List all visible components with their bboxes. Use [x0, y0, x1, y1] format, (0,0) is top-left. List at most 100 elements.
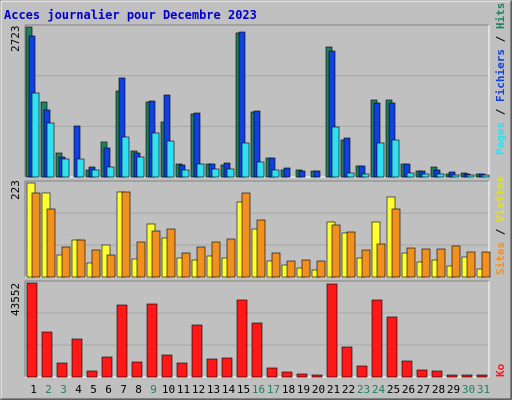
day-label: 13	[207, 383, 220, 396]
pages-bar	[376, 142, 385, 178]
kbytes-bar	[146, 303, 158, 378]
pages-bar	[76, 158, 85, 178]
pages-bar	[31, 92, 40, 178]
day-label: 9	[150, 383, 157, 396]
pages-bar	[226, 168, 235, 178]
kbytes-bar	[86, 370, 98, 378]
kbytes-bar	[356, 365, 368, 378]
day-label: 21	[327, 383, 340, 396]
pages-bar	[151, 132, 160, 178]
day-label: 7	[120, 383, 127, 396]
sites-bar	[301, 259, 311, 278]
sites-bar	[226, 238, 236, 278]
kbytes-bar	[341, 346, 353, 378]
pages-bar	[136, 156, 145, 178]
pages-bar	[466, 174, 475, 178]
sites-bar	[121, 191, 131, 278]
day-label: 8	[135, 383, 142, 396]
pages-bar	[406, 172, 415, 178]
day-label: 11	[177, 383, 190, 396]
pages-bar	[91, 169, 100, 178]
sites-bar	[61, 246, 71, 278]
day-label: 26	[402, 383, 415, 396]
sites-bar	[91, 249, 101, 278]
sites-bar	[31, 192, 41, 278]
sites-bar	[211, 241, 221, 278]
sites-bar	[451, 245, 461, 278]
files-bar	[283, 167, 291, 178]
day-label: 10	[162, 383, 175, 396]
legend-sep-3: /	[494, 222, 507, 242]
kbytes-bar	[281, 371, 293, 378]
sites-bar	[421, 248, 431, 278]
sites-bar	[181, 252, 191, 278]
legend-sites: Sites	[494, 242, 507, 275]
kbytes-bar	[161, 354, 173, 378]
pages-bar	[451, 174, 460, 178]
pages-bar	[361, 173, 370, 178]
sites-bar	[241, 192, 251, 278]
day-label: 19	[297, 383, 310, 396]
files-bar	[343, 137, 351, 178]
pages-bar	[166, 140, 175, 178]
kbytes-bar	[71, 338, 83, 378]
day-label: 28	[432, 383, 445, 396]
day-label: 22	[342, 383, 355, 396]
day-label: 14	[222, 383, 236, 396]
y-max-label-top: 2723	[9, 26, 22, 53]
sites-bar	[46, 208, 56, 278]
day-label: 4	[75, 383, 82, 396]
kbytes-bar	[416, 369, 428, 378]
files-bar	[298, 170, 306, 178]
kbytes-bar	[371, 299, 383, 378]
sites-bar	[361, 249, 371, 278]
kbytes-bar	[476, 374, 488, 378]
day-label: 1	[30, 383, 37, 396]
sites-bar	[76, 239, 86, 278]
day-label: 16	[252, 383, 265, 396]
legend-top: Pages / Fichiers / Hits	[494, 3, 507, 155]
legend-sep-2: /	[494, 29, 507, 49]
day-label: 17	[267, 383, 280, 396]
kbytes-bar	[191, 324, 203, 378]
pages-bar	[181, 169, 190, 178]
pages-bar	[241, 142, 250, 178]
day-label: 20	[312, 383, 325, 396]
sites-bar	[106, 254, 116, 278]
kbytes-bar	[386, 316, 398, 378]
pages-bar	[391, 139, 400, 178]
day-label: 5	[90, 383, 97, 396]
pages-bar	[346, 172, 355, 178]
pages-bar	[211, 168, 220, 178]
legend-bottom: Ko	[494, 363, 507, 377]
sites-bar	[391, 208, 401, 278]
sites-bar	[151, 230, 161, 278]
day-label: 2	[45, 383, 52, 396]
sites-bar	[376, 243, 386, 278]
sites-bar	[466, 251, 476, 278]
pages-bar	[196, 163, 205, 178]
kbytes-bar	[56, 362, 68, 378]
sites-bar	[136, 241, 146, 278]
kbytes-bar	[101, 356, 113, 378]
day-label: 31	[477, 383, 490, 396]
pages-bar	[256, 161, 265, 178]
kbytes-bar	[116, 304, 128, 378]
pages-bar	[271, 169, 280, 178]
day-labels: 1 2 3 4 5 6 7 8 9 10 11 12 13 14 15 16 17 18 19 20 21 22 23 24 2…	[30, 383, 490, 396]
kbytes-bar	[296, 373, 308, 378]
y-max-label-bottom: 43552	[9, 283, 22, 316]
y-max-label-middle: 223	[9, 180, 22, 200]
pages-bar	[331, 126, 340, 178]
sites-bar	[316, 260, 326, 278]
legend-hits: Hits	[494, 3, 507, 30]
pages-bar	[106, 166, 115, 178]
sites-bar	[406, 247, 416, 278]
sites-bar	[346, 231, 356, 278]
kbytes-bar	[221, 357, 233, 378]
sites-bar	[256, 219, 266, 278]
legend-visits: Visites	[494, 176, 507, 222]
kbytes-bar	[266, 367, 278, 378]
kbytes-bar	[206, 358, 218, 378]
